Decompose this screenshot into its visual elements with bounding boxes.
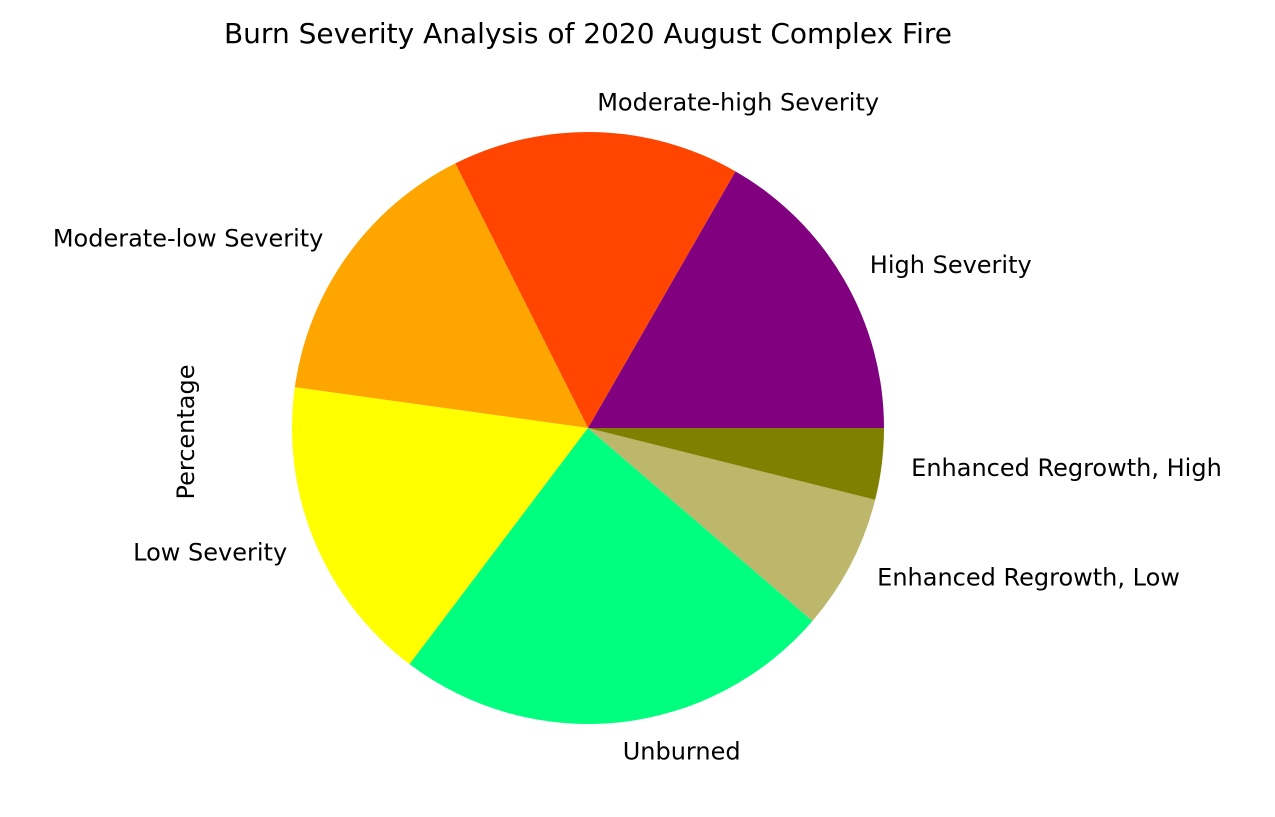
pie-slice-label-5: Enhanced Regrowth, Low	[877, 564, 1180, 592]
pie-slice-0	[588, 171, 884, 428]
chart-title: Burn Severity Analysis of 2020 August Co…	[224, 17, 952, 50]
pie-slices	[292, 132, 884, 724]
pie-slice-label-6: Enhanced Regrowth, High	[911, 454, 1222, 482]
pie-slice-4	[409, 428, 813, 724]
pie-slice-label-0: High Severity	[870, 251, 1032, 279]
pie-slice-1	[455, 132, 736, 429]
y-axis-label: Percentage	[172, 364, 200, 499]
pie-slice-label-3: Low Severity	[133, 539, 287, 567]
pie-slice-label-1: Moderate-high Severity	[597, 89, 879, 117]
pie-slice-6	[588, 428, 884, 500]
pie-slice-label-4: Unburned	[623, 738, 741, 766]
pie-slice-5	[588, 428, 876, 621]
pie-slice-2	[294, 163, 588, 428]
pie-slice-3	[292, 387, 588, 665]
pie-labels: High Severity Moderate-high Severity Moder…	[53, 89, 1222, 766]
pie-slice-label-2: Moderate-low Severity	[53, 224, 324, 252]
